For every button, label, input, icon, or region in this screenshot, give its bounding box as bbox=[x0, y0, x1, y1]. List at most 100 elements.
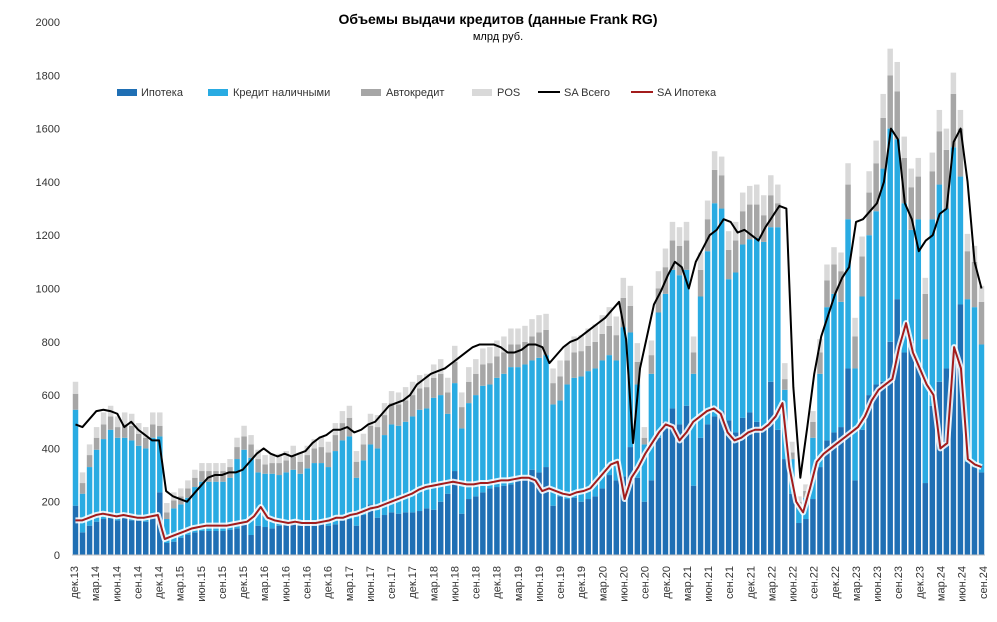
bar-cash-loan bbox=[817, 373, 823, 468]
bar-pos bbox=[585, 328, 591, 346]
bar-mortgage bbox=[255, 525, 261, 555]
bar-mortgage bbox=[100, 519, 107, 555]
bar-pos bbox=[922, 277, 929, 294]
bar-mortgage bbox=[508, 484, 514, 555]
bar-auto-loan bbox=[430, 377, 437, 398]
bar-mortgage bbox=[803, 519, 809, 555]
bar-auto-loan bbox=[79, 483, 86, 494]
bar-pos bbox=[100, 412, 107, 425]
bar-mortgage bbox=[964, 461, 971, 555]
bar-mortgage bbox=[908, 341, 914, 555]
x-tick-label: сен.18 bbox=[471, 566, 483, 599]
bar-cash-loan bbox=[206, 481, 212, 532]
bar-pos bbox=[599, 315, 605, 334]
bar-auto-loan bbox=[620, 297, 627, 328]
x-tick-label: мар.18 bbox=[428, 566, 440, 601]
bar-auto-loan bbox=[445, 392, 451, 414]
bar-cash-loan bbox=[311, 463, 318, 522]
bar-cash-loan bbox=[395, 425, 402, 514]
bar-mortgage bbox=[304, 523, 311, 555]
bar-cash-loan bbox=[346, 436, 353, 520]
bar-pos bbox=[297, 452, 303, 462]
bar-auto-loan bbox=[297, 461, 303, 474]
bar-pos bbox=[522, 325, 528, 342]
bar-pos bbox=[690, 336, 697, 353]
bar-mortgage bbox=[957, 304, 964, 555]
x-tick-label: июн.15 bbox=[196, 566, 208, 602]
bar-auto-loan bbox=[255, 459, 261, 473]
bar-auto-loan bbox=[522, 341, 528, 365]
bar-auto-loan bbox=[789, 452, 795, 460]
bar-pos bbox=[725, 231, 732, 250]
bar-auto-loan bbox=[325, 452, 332, 468]
x-tick-label: июн.23 bbox=[872, 566, 884, 602]
bar-cash-loan bbox=[269, 473, 275, 529]
bar-pos bbox=[683, 221, 690, 241]
bar-pos bbox=[367, 413, 374, 426]
bar-cash-loan bbox=[873, 211, 879, 385]
bars-layer bbox=[72, 48, 985, 556]
bar-mortgage bbox=[620, 476, 627, 555]
bar-pos bbox=[466, 367, 472, 382]
bar-pos bbox=[150, 412, 156, 425]
bar-pos bbox=[620, 277, 627, 298]
bar-mortgage bbox=[480, 492, 486, 555]
bar-pos bbox=[662, 248, 669, 268]
bar-auto-loan bbox=[704, 219, 711, 252]
y-tick-label: 2000 bbox=[36, 17, 60, 29]
bar-mortgage bbox=[824, 440, 830, 555]
bar-auto-loan bbox=[578, 351, 584, 377]
bar-pos bbox=[550, 368, 556, 384]
bar-pos bbox=[852, 317, 858, 337]
bar-cash-loan bbox=[943, 208, 950, 369]
bar-auto-loan bbox=[220, 471, 226, 482]
bar-auto-loan bbox=[107, 416, 114, 430]
bar-mortgage bbox=[220, 531, 226, 555]
bar-mortgage bbox=[529, 469, 535, 555]
bar-mortgage bbox=[859, 429, 865, 555]
x-tick-label: сен.24 bbox=[978, 566, 990, 599]
bar-pos bbox=[578, 335, 584, 352]
bar-pos bbox=[704, 200, 711, 220]
bar-mortgage bbox=[543, 467, 549, 555]
bar-pos bbox=[564, 344, 570, 361]
bar-auto-loan bbox=[845, 184, 851, 220]
bar-cash-loan bbox=[241, 449, 247, 525]
bar-cash-loan bbox=[353, 477, 360, 526]
bar-mortgage bbox=[732, 432, 739, 555]
bar-mortgage bbox=[206, 531, 212, 555]
bar-cash-loan bbox=[922, 339, 929, 484]
bar-auto-loan bbox=[697, 269, 704, 297]
bar-pos bbox=[381, 403, 388, 416]
bar-cash-loan bbox=[697, 296, 704, 438]
bar-pos bbox=[866, 171, 872, 193]
bar-pos bbox=[487, 347, 493, 364]
x-tick-label: сен.23 bbox=[893, 566, 905, 599]
bar-cash-loan bbox=[859, 296, 865, 430]
bar-pos bbox=[178, 488, 184, 497]
bar-auto-loan bbox=[529, 336, 535, 361]
bar-auto-loan bbox=[185, 488, 191, 498]
bar-pos bbox=[978, 285, 985, 302]
bar-auto-loan bbox=[964, 251, 971, 300]
bar-mortgage bbox=[360, 515, 367, 555]
x-tick-label: мар.20 bbox=[597, 566, 609, 601]
bar-cash-loan bbox=[845, 219, 851, 369]
bar-auto-loan bbox=[459, 407, 465, 429]
bar-auto-loan bbox=[817, 352, 823, 374]
bar-cash-loan bbox=[824, 307, 830, 441]
bar-auto-loan bbox=[339, 423, 346, 441]
bar-cash-loan bbox=[662, 293, 669, 422]
bar-cash-loan bbox=[592, 368, 598, 497]
bar-pos bbox=[248, 435, 254, 445]
bar-pos bbox=[445, 377, 451, 393]
bar-pos bbox=[388, 391, 395, 404]
bar-mortgage bbox=[430, 509, 437, 555]
bar-auto-loan bbox=[957, 128, 964, 177]
bar-cash-loan bbox=[978, 344, 985, 473]
bar-mortgage bbox=[782, 459, 788, 555]
y-tick-label: 0 bbox=[54, 550, 60, 562]
bar-pos bbox=[473, 359, 479, 374]
bar-cash-loan bbox=[480, 385, 486, 493]
bar-cash-loan bbox=[957, 176, 964, 305]
